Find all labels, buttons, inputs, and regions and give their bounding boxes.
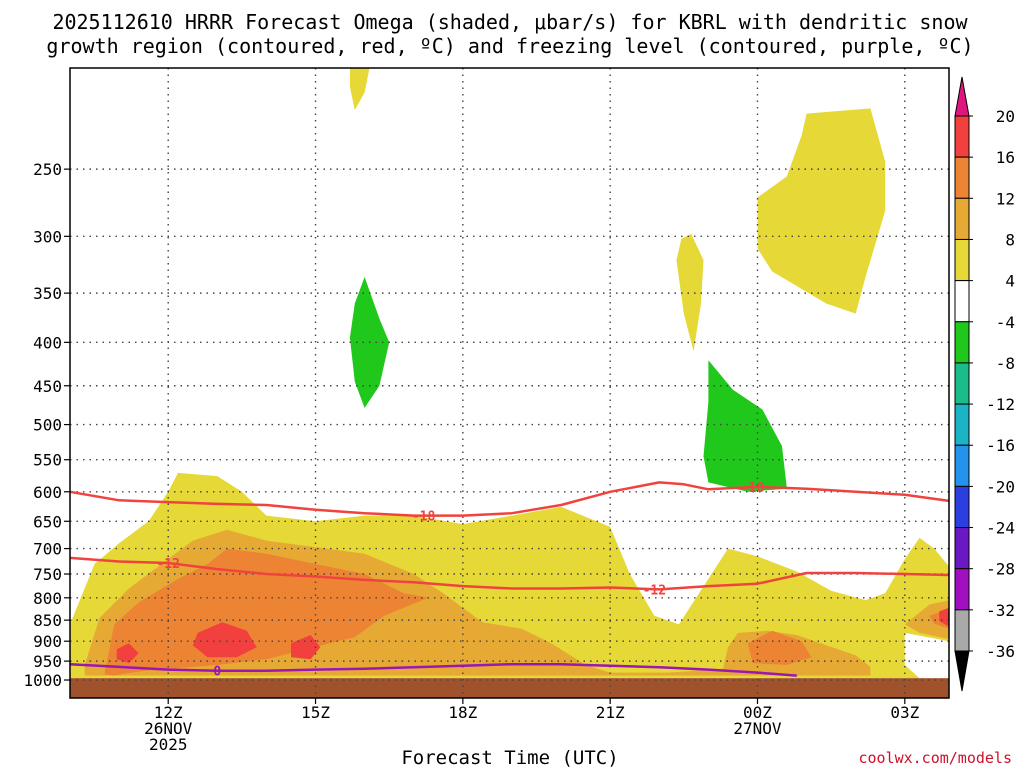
colorbar-label: -24: [986, 519, 1015, 538]
omega-colorbar: 20 16 12 8 4 -4 -8 -12 -16 -20 -24 -28 -32 -36: [954, 76, 1015, 692]
y-tick-label: 800: [33, 589, 62, 608]
x-tick-label: 18Z: [448, 703, 477, 722]
colorbar-label: 20: [996, 107, 1015, 126]
y-axis-pressure: 250 300 350 400 450 500 550 600 650 700 750 800 850 9…: [23, 160, 70, 690]
y-tick-label: 850: [33, 611, 62, 630]
colorbar-band: [954, 197, 970, 240]
y-tick-label: 900: [33, 632, 62, 651]
y-tick-label: 500: [33, 416, 62, 435]
x-tick-label: 15Z: [301, 703, 330, 722]
contour-label--18: -18: [412, 510, 436, 525]
colorbar-band: [954, 362, 970, 405]
contour-line--18: [69, 481, 950, 517]
omega-region-10: [192, 622, 257, 658]
colorbar-label: -8: [996, 354, 1015, 373]
colorbar-label: 12: [996, 189, 1015, 208]
colorbar-label: -32: [986, 601, 1015, 620]
contour-label--12: -12: [643, 583, 666, 598]
x-tick-label: 21Z: [596, 703, 625, 722]
contour-label-0: 0: [213, 665, 221, 680]
y-tick-label: 750: [33, 565, 62, 584]
y-tick-label: 1000: [23, 671, 62, 690]
omega-region-7: [104, 548, 429, 676]
y-tick-label: 950: [33, 652, 62, 671]
omega-region-3: [676, 233, 704, 352]
x-tick-label: 27NOV: [733, 719, 782, 738]
credit-text[interactable]: coolwx.com/models: [858, 749, 1012, 767]
y-tick-label: 300: [33, 227, 62, 246]
contour-line--12: [69, 556, 950, 591]
omega-region-4: [757, 108, 886, 314]
contour-lines: -18 -18 -12 -12 0: [69, 481, 950, 680]
omega-region-13: [939, 607, 949, 627]
colorbar-band: [954, 115, 970, 158]
ground-fill: [70, 678, 949, 698]
colorbar-label: 4: [1005, 272, 1015, 291]
colorbar-band: [954, 568, 970, 611]
colorbar-label: -12: [986, 395, 1015, 414]
colorbar-label: -4: [996, 313, 1015, 332]
x-tick-label: 2025: [149, 735, 188, 754]
x-tick-label: 12Z: [154, 703, 183, 722]
colorbar-label: -20: [986, 477, 1015, 496]
y-tick-label: 600: [33, 483, 62, 502]
colorbar-band: [954, 527, 970, 570]
y-tick-label: 700: [33, 540, 62, 559]
y-tick-label: 400: [33, 333, 62, 352]
colorbar-band: [954, 403, 970, 446]
chart-title-line-1: 2025112610 HRRR Forecast Omega (shaded, …: [52, 10, 968, 34]
colorbar-bottom-arrow: [954, 650, 970, 692]
omega-region-12: [116, 643, 139, 664]
x-tick-label: 26NOV: [144, 719, 193, 738]
contour-label--18: -18: [741, 481, 765, 496]
colorbar-label: 16: [996, 148, 1015, 167]
y-tick-label: 650: [33, 512, 62, 531]
plot-frame: [69, 67, 950, 699]
x-tick-label: 03Z: [890, 703, 919, 722]
omega-region-6: [904, 600, 949, 640]
contour-line-0: [69, 662, 797, 677]
y-tick-label: 250: [33, 160, 62, 179]
x-axis-title: Forecast Time (UTC): [401, 747, 618, 768]
contour-label--12: -12: [156, 557, 179, 572]
colorbar-label: -36: [986, 642, 1015, 661]
y-tick-label: 350: [33, 284, 62, 303]
colorbar-band: [954, 156, 970, 199]
colorbar-band: [954, 321, 970, 364]
colorbar-band: [954, 280, 970, 323]
colorbar-band: [954, 444, 970, 487]
colorbar-band: [954, 238, 970, 282]
omega-region-2: [349, 68, 370, 111]
y-tick-label: 550: [33, 451, 62, 470]
colorbar-label: -28: [986, 560, 1015, 579]
omega-region-15: [703, 360, 787, 492]
x-tick-label: 00Z: [743, 703, 772, 722]
chart-title-line-2: growth region (contoured, red, ºC) and f…: [46, 34, 973, 58]
colorbar-label: 8: [1005, 230, 1015, 249]
omega-region-8: [747, 630, 812, 665]
colorbar-label: -16: [986, 436, 1015, 455]
grid-lines: [70, 68, 949, 698]
y-tick-label: 450: [33, 377, 62, 396]
colorbar-top-arrow: [954, 76, 970, 117]
colorbar-band: [954, 609, 970, 652]
omega-shading: [70, 68, 949, 698]
colorbar-band: [954, 485, 970, 529]
